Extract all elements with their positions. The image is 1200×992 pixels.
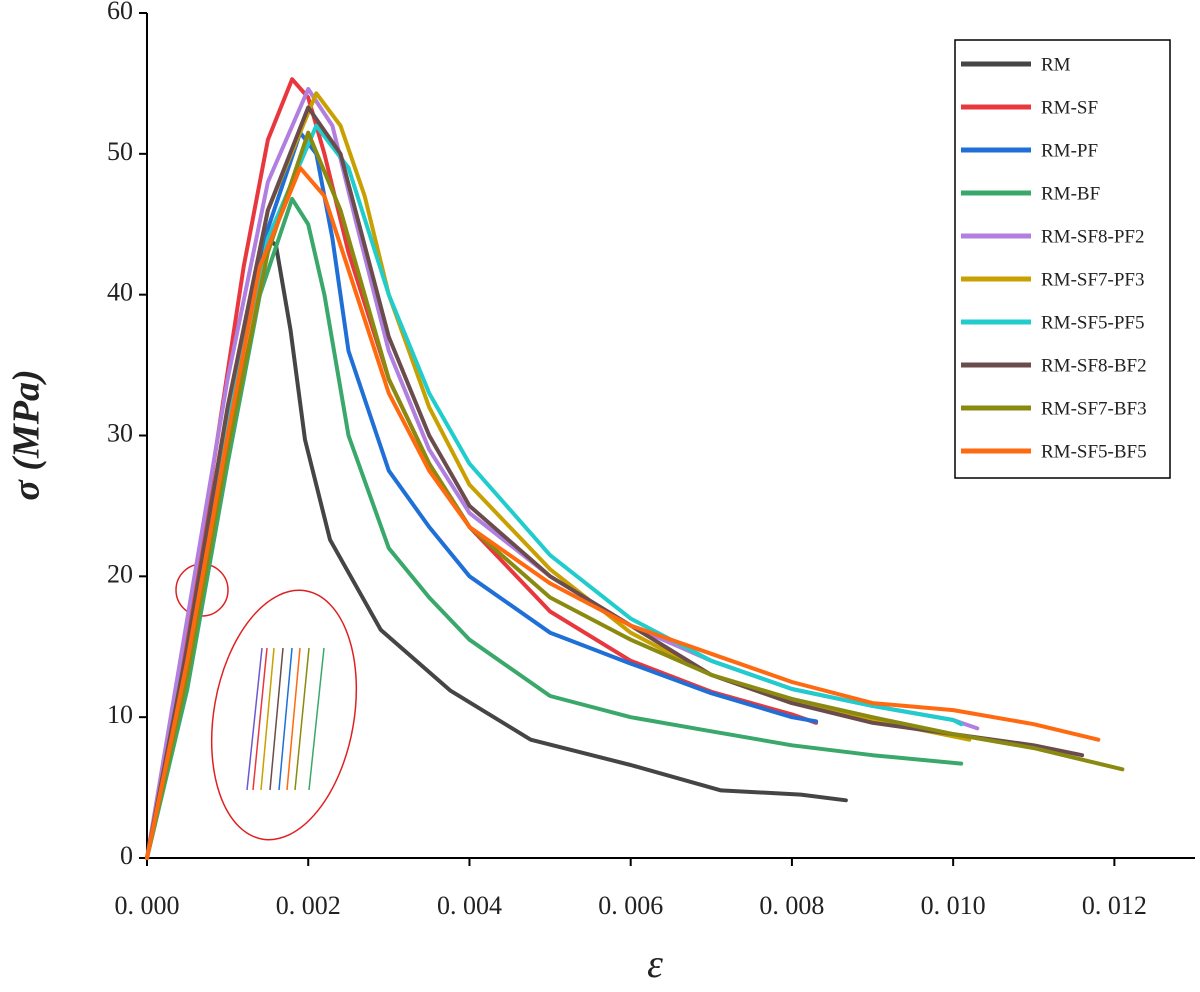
series-line (145, 196, 964, 860)
y-tick-label: 0 (120, 841, 133, 870)
legend-label: RM (1041, 54, 1071, 75)
y-tick-label: 50 (107, 137, 133, 166)
series-line (145, 123, 964, 860)
x-tick-label: 0. 012 (1082, 891, 1147, 920)
x-tick-label: 0. 000 (115, 891, 180, 920)
y-axis-label: σ (MPa) (6, 369, 48, 500)
annotation (175, 563, 358, 841)
legend-label: RM-SF8-BF2 (1041, 355, 1147, 376)
x-axis-label: ε (647, 941, 663, 986)
x-tick-label: 0. 004 (437, 891, 502, 920)
y-tick-label: 10 (107, 700, 133, 729)
y-tick-label: 30 (107, 418, 133, 447)
legend-label: RM-SF8-PF2 (1041, 226, 1145, 247)
x-tick-label: 0. 002 (276, 891, 341, 920)
x-tick-label: 0. 010 (921, 891, 986, 920)
legend-label: RM-PF (1041, 140, 1098, 161)
x-tick-label: 0. 006 (598, 891, 663, 920)
legend-label: RM-SF7-BF3 (1041, 398, 1147, 419)
y-tick-label: 60 (107, 0, 133, 25)
legend-label: RM-BF (1041, 183, 1100, 204)
series-line (145, 105, 1085, 860)
series-line (145, 77, 819, 860)
y-tick-label: 40 (107, 278, 133, 307)
legend-label: RM-SF (1041, 97, 1098, 118)
legend-label: RM-SF5-PF5 (1041, 312, 1145, 333)
legend-label: RM-SF5-BF5 (1041, 441, 1147, 462)
series-line (145, 165, 1101, 860)
legend-box (954, 39, 1171, 479)
y-tick-label: 20 (107, 559, 133, 588)
x-tick-label: 0. 008 (759, 891, 824, 920)
legend-label: RM-SF7-PF3 (1041, 269, 1145, 290)
